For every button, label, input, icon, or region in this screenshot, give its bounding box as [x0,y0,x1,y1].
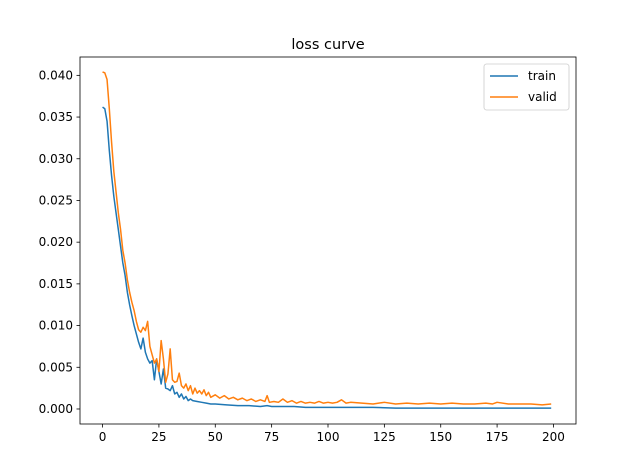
series-layer [102,71,552,409]
y-tick-label: 0.025 [39,193,73,207]
x-tick-label: 75 [264,430,279,444]
y-tick-label: 0.030 [39,152,73,166]
legend: train valid [483,63,570,111]
x-axis: 0 25 50 75 100 125 150 175 200 [99,424,565,444]
y-axis: 0.000 0.005 0.010 0.015 0.020 0.025 0.030 0.035… [39,68,80,416]
legend-label-valid: valid [528,90,557,104]
legend-label-train: train [528,69,556,83]
y-tick-label: 0.035 [39,110,73,124]
x-tick-label: 0 [99,430,107,444]
chart-title: loss curve [291,37,364,53]
x-tick-label: 25 [151,430,166,444]
x-tick-label: 125 [373,430,396,444]
x-tick-label: 175 [486,430,509,444]
y-tick-label: 0.000 [39,402,73,416]
y-tick-label: 0.020 [39,235,73,249]
y-tick-label: 0.005 [39,360,73,374]
x-tick-label: 100 [317,430,340,444]
series-line-train [102,106,552,409]
y-tick-label: 0.015 [39,277,73,291]
plot-frame [79,56,577,425]
series-line-valid [102,71,552,406]
x-tick-label: 150 [429,430,452,444]
x-tick-label: 200 [542,430,565,444]
y-tick-label: 0.010 [39,319,73,333]
x-tick-label: 50 [208,430,223,444]
y-tick-label: 0.040 [39,68,73,82]
